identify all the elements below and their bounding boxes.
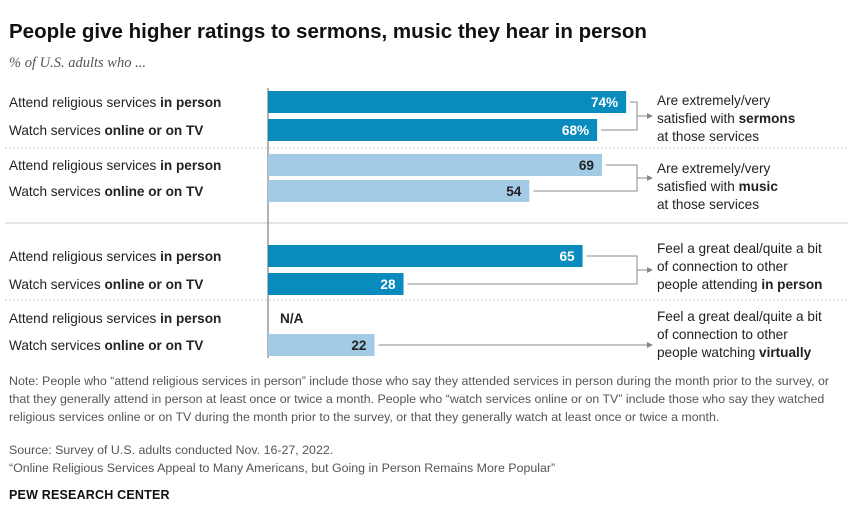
chart-source: Source: Survey of U.S. adults conducted … bbox=[9, 443, 334, 457]
annotation-text: of connection to other bbox=[657, 259, 788, 274]
bar bbox=[268, 245, 583, 267]
bar-chart: Attend religious services in person 74% Wa… bbox=[5, 88, 848, 360]
bar bbox=[268, 273, 404, 295]
bar-value-label: 28 bbox=[380, 277, 396, 292]
chart-title: People give higher ratings to sermons, m… bbox=[9, 20, 647, 43]
arrow-head-icon bbox=[647, 175, 653, 181]
bar bbox=[268, 180, 530, 202]
annotation-text: at those services bbox=[657, 129, 759, 144]
row-label: Watch services online or on TV bbox=[9, 338, 203, 353]
bar-value-label: 68% bbox=[562, 123, 589, 138]
row-label: Attend religious services in person bbox=[9, 158, 221, 173]
bar bbox=[268, 119, 598, 141]
row-label: Watch services online or on TV bbox=[9, 123, 203, 138]
bar bbox=[268, 91, 627, 113]
annotation-text: people attending in person bbox=[657, 277, 823, 292]
chart-note: Note: People who “attend religious servi… bbox=[9, 372, 847, 426]
annotation-text: people watching virtually bbox=[657, 345, 812, 360]
row-label: Attend religious services in person bbox=[9, 311, 221, 326]
report-title: “Online Religious Services Appeal to Man… bbox=[9, 461, 556, 475]
annotation-text: satisfied with sermons bbox=[657, 111, 795, 126]
bar bbox=[268, 334, 375, 356]
annotation-text: satisfied with music bbox=[657, 179, 778, 194]
brand-logo-text: PEW RESEARCH CENTER bbox=[9, 488, 170, 502]
row-label: Attend religious services in person bbox=[9, 95, 221, 110]
bar-value-label: 65 bbox=[559, 249, 575, 264]
bar-value-label: 54 bbox=[506, 184, 522, 199]
chart-subtitle: % of U.S. adults who ... bbox=[9, 55, 146, 71]
note-text: Note: People who “attend religious servi… bbox=[9, 374, 830, 424]
arrow-head-icon bbox=[647, 113, 653, 119]
row-label: Watch services online or on TV bbox=[9, 184, 203, 199]
annotation-text: Are extremely/very bbox=[657, 93, 771, 108]
annotation-text: at those services bbox=[657, 197, 759, 212]
annotation-text: Feel a great deal/quite a bit bbox=[657, 309, 822, 324]
annotation-text: Are extremely/very bbox=[657, 161, 771, 176]
annotation-text: Feel a great deal/quite a bit bbox=[657, 241, 822, 256]
row-label: Watch services online or on TV bbox=[9, 277, 203, 292]
row-label: Attend religious services in person bbox=[9, 249, 221, 264]
bar-value-label: 69 bbox=[579, 158, 595, 173]
bar bbox=[268, 154, 602, 176]
arrow-head-icon bbox=[647, 342, 653, 348]
na-label: N/A bbox=[280, 311, 304, 326]
bar-value-label: 74% bbox=[591, 95, 618, 110]
annotation-text: of connection to other bbox=[657, 327, 788, 342]
bar-value-label: 22 bbox=[351, 338, 367, 353]
arrow-head-icon bbox=[647, 267, 653, 273]
